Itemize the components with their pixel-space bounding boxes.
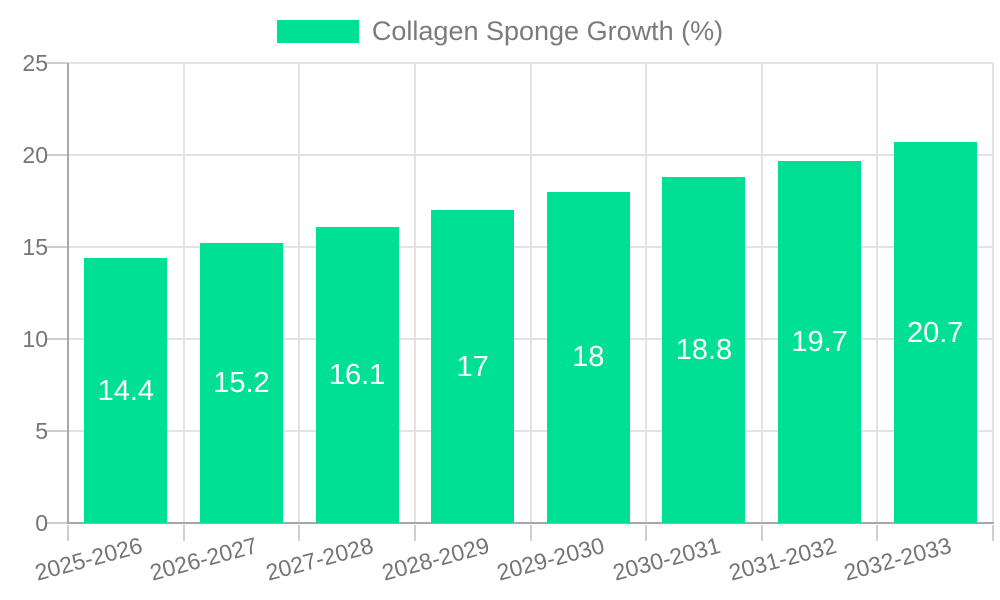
y-axis-line [67,63,69,523]
bar[interactable] [315,226,399,523]
y-axis-label: 25 [22,50,48,76]
bar[interactable] [893,142,977,523]
x-axis-tick [529,525,532,541]
bar-value-label: 20.7 [906,316,964,349]
x-category-label: 2032-2033 [841,531,955,586]
bar-value-label: 16.1 [328,358,386,391]
y-axis-tick [46,246,68,248]
bar[interactable] [662,177,746,523]
x-gridline [992,63,994,523]
y-axis-label: 20 [22,142,48,168]
bar-value-label: 15.2 [213,367,270,400]
y-axis-label: 15 [22,234,48,260]
bar-value-label: 14.4 [97,374,155,407]
x-gridline [760,63,763,523]
legend-label: Collagen Sponge Growth (%) [371,16,724,46]
bar[interactable] [778,160,862,523]
x-axis-tick [645,525,648,541]
legend-swatch [276,19,359,43]
bar-value-label: 17 [456,350,489,383]
x-category-label: 2029-2030 [494,531,608,586]
bar[interactable] [546,191,630,523]
x-category-label: 2031-2032 [725,531,839,586]
x-axis-tick [67,525,69,541]
x-category-label: 2025-2026 [31,531,145,586]
x-gridline [413,63,416,523]
bar[interactable] [431,210,515,523]
legend: Collagen Sponge Growth (%) [0,14,1000,48]
x-gridline [645,63,648,523]
y-axis-tick [46,154,68,156]
x-category-label: 2027-2028 [263,531,377,586]
y-axis-tick [46,338,68,340]
bar-value-label: 18 [572,341,605,374]
y-axis-label: 10 [22,326,48,352]
x-gridline [298,63,301,523]
x-axis-tick [182,525,185,541]
x-gridline [182,63,185,523]
bar-value-label: 18.8 [675,334,733,367]
x-axis-line [67,522,994,524]
x-category-label: 2028-2029 [378,531,492,586]
y-axis-tick [46,430,68,432]
y-axis-label: 5 [35,418,48,444]
x-gridline [529,63,532,523]
x-category-label: 2026-2027 [147,531,261,586]
bar[interactable] [199,243,283,523]
x-category-label: 2030-2031 [609,531,723,586]
x-gridline [876,63,879,523]
x-axis-tick [992,525,994,541]
x-axis-tick [876,525,879,541]
bar[interactable] [84,258,168,523]
x-axis-tick [298,525,301,541]
x-axis-tick [413,525,416,541]
y-axis-tick [46,522,68,524]
x-axis-tick [760,525,763,541]
legend-item[interactable]: Collagen Sponge Growth (%) [276,14,724,48]
y-axis-label: 0 [35,510,48,536]
bar-value-label: 19.7 [791,325,848,358]
y-axis-tick [46,62,68,64]
